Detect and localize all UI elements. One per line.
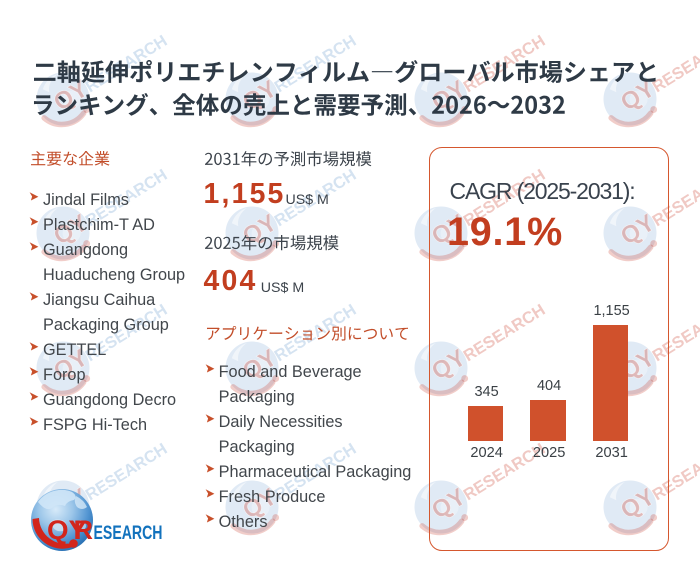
svg-text:R: R [74, 515, 94, 545]
svg-text:QY: QY [47, 515, 87, 545]
svg-text:ESEARCH: ESEARCH [94, 522, 163, 544]
